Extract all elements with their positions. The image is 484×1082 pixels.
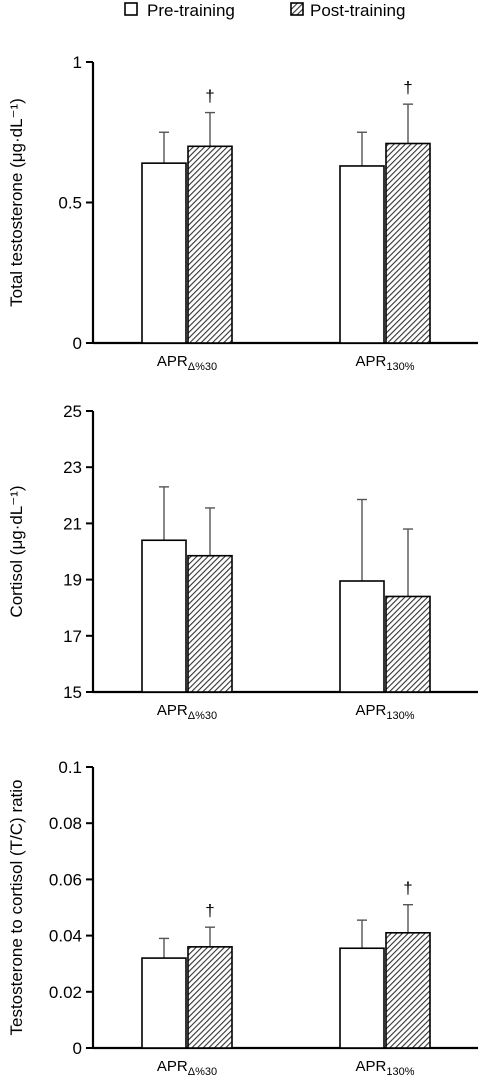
bar-pre-training xyxy=(141,539,187,693)
legend-label-pre: Pre-training xyxy=(147,1,235,20)
bar-pre-training xyxy=(339,947,385,1049)
bar-pre-training xyxy=(141,957,187,1049)
legend-swatch-pre xyxy=(124,2,138,16)
y-tick-label: 1 xyxy=(73,53,82,72)
y-tick-label: 21 xyxy=(63,514,82,533)
y-axis-label: Testosterone to cortisol (T/C) ratio xyxy=(7,779,26,1035)
significance-marker: † xyxy=(205,901,214,920)
legend-swatch-post xyxy=(290,2,304,16)
x-tick-label: APR130% xyxy=(356,353,415,373)
bar-pre-training xyxy=(141,162,187,344)
y-tick-label: 0.06 xyxy=(49,870,82,889)
bar-post-training xyxy=(385,595,431,693)
x-tick-label: APRΔ%30 xyxy=(157,353,217,373)
y-tick-label: 23 xyxy=(63,458,82,477)
y-tick-label: 0.02 xyxy=(49,983,82,1002)
y-tick-label: 0 xyxy=(73,1039,82,1058)
y-tick-label: 15 xyxy=(63,683,82,702)
chart-panel-3: 0 0.02 0.04 0.06 0.08 0.1 Testosterone to cort… xyxy=(7,758,478,1078)
x-tick-label: APRΔ%30 xyxy=(157,702,217,722)
y-tick-label: 17 xyxy=(63,627,82,646)
bar-pre-training xyxy=(339,580,385,693)
bar-pre-training xyxy=(339,165,385,344)
significance-marker: † xyxy=(205,87,214,106)
significance-marker: † xyxy=(403,78,412,97)
charts-container: 0 0.5 1 Total testosterone (μg·dL⁻¹) APRΔ%30… xyxy=(7,53,478,1078)
y-tick-label: 19 xyxy=(63,571,82,590)
y-tick-label: 0.04 xyxy=(49,927,82,946)
chart-panel-2: 15 17 19 21 23 25 Cortisol (μg·dL⁻¹) APRΔ%30 APR… xyxy=(7,402,478,722)
y-tick-label: 0.1 xyxy=(58,758,82,777)
y-axis-label: Cortisol (μg·dL⁻¹) xyxy=(7,485,26,617)
legend-label-post: Post-training xyxy=(310,1,405,20)
bar-post-training xyxy=(385,142,431,344)
y-tick-label: 25 xyxy=(63,402,82,421)
x-tick-label: APRΔ%30 xyxy=(157,1058,217,1078)
bar-post-training xyxy=(187,946,233,1049)
legend: Pre-training Post-training xyxy=(124,1,405,20)
y-axis-label: Total testosterone (μg·dL⁻¹) xyxy=(7,98,26,307)
y-tick-label: 0 xyxy=(73,334,82,353)
bar-post-training xyxy=(187,554,233,693)
y-tick-label: 0.5 xyxy=(58,194,82,213)
significance-marker: † xyxy=(403,879,412,898)
chart-panel-1: 0 0.5 1 Total testosterone (μg·dL⁻¹) APRΔ%30… xyxy=(7,53,478,373)
y-tick-label: 0.08 xyxy=(49,814,82,833)
bar-post-training xyxy=(187,145,233,344)
x-tick-label: APR130% xyxy=(356,702,415,722)
bar-post-training xyxy=(385,931,431,1049)
x-tick-label: APR130% xyxy=(356,1058,415,1078)
